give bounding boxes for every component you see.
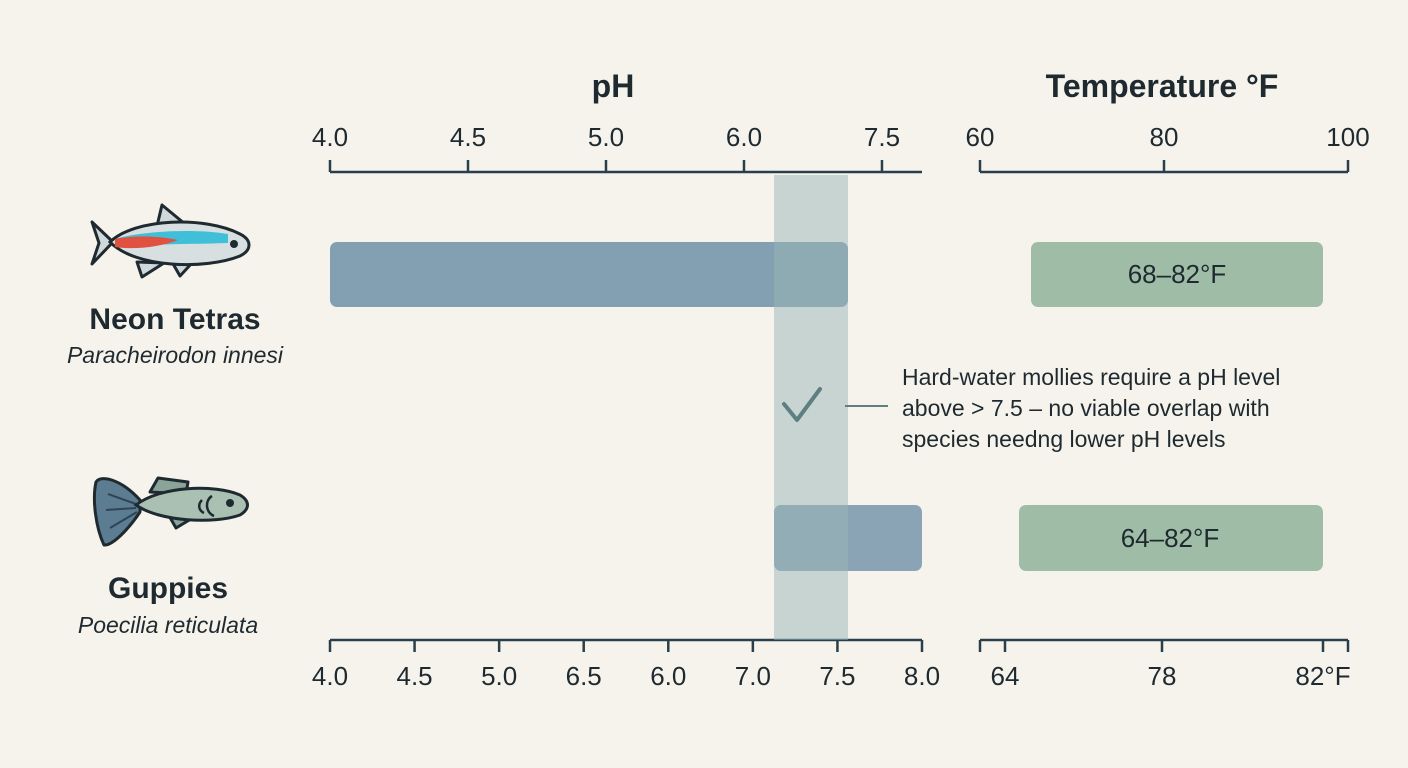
temperature-top-tick-label: 60 [966, 122, 995, 152]
annotation-text: Hard-water mollies require a pH level ab… [902, 364, 1287, 452]
temperature-top-axis: 60 80 100 [966, 122, 1370, 174]
ph-bottom-axis: 4.0 4.5 5.0 6.5 6.0 7.0 7.5 8.0 [312, 638, 940, 691]
ph-bottom-tick-label: 6.5 [566, 661, 602, 691]
temperature-axis-title: Temperature °F [1046, 68, 1279, 104]
scientific-name-neon-tetras: Paracheirodon innesi [67, 342, 284, 368]
temperature-range-bar-guppies [1019, 505, 1323, 571]
ph-range-bar-neon-tetras [330, 242, 848, 307]
ph-bottom-tick-label: 4.5 [396, 661, 432, 691]
temperature-bottom-tick-label: 64 [991, 661, 1020, 691]
ph-bottom-tick-label: 7.0 [735, 661, 771, 691]
ph-top-tick-label: 6.0 [726, 122, 762, 152]
annotation-line-1: Hard-water mollies require a pH level [902, 364, 1280, 390]
ph-top-tick-label: 4.0 [312, 122, 348, 152]
neon-tetra-fish-icon [90, 203, 251, 279]
temperature-bottom-tick-label: 82°F [1295, 661, 1350, 691]
ph-bottom-tick-label: 8.0 [904, 661, 940, 691]
temperature-bottom-tick-label: 78 [1148, 661, 1177, 691]
annotation-line-2: above > 7.5 – no viable overlap with [902, 395, 1270, 421]
temperature-bottom-axis: 64 78 82°F [978, 638, 1351, 691]
ph-bottom-tick-label: 5.0 [481, 661, 517, 691]
ph-axis-title: pH [592, 68, 635, 104]
ph-top-axis: 4.0 4.5 5.0 6.0 7.5 [312, 122, 922, 174]
ph-top-tick-label: 4.5 [450, 122, 486, 152]
scientific-name-guppies: Poecilia reticulata [78, 612, 258, 638]
ph-top-tick-label: 5.0 [588, 122, 624, 152]
temperature-label-guppies: 64–82°F [1121, 523, 1220, 553]
species-name-neon-tetras: Neon Tetras [89, 303, 260, 336]
temperature-top-tick-label: 80 [1150, 122, 1179, 152]
temperature-range-bar-neon-tetras [1031, 242, 1323, 307]
ph-top-tick-label: 7.5 [864, 122, 900, 152]
temperature-label-neon-tetras: 68–82°F [1128, 259, 1227, 289]
check-icon [782, 387, 822, 422]
temperature-top-tick-label: 100 [1326, 122, 1369, 152]
annotation-line-3: species needng lower pH levels [902, 426, 1225, 452]
ph-bottom-tick-label: 6.0 [650, 661, 686, 691]
ph-bottom-tick-label: 4.0 [312, 661, 348, 691]
guppy-fish-icon [92, 476, 249, 547]
species-name-guppies: Guppies [108, 572, 228, 605]
ph-bottom-tick-label: 7.5 [819, 661, 855, 691]
